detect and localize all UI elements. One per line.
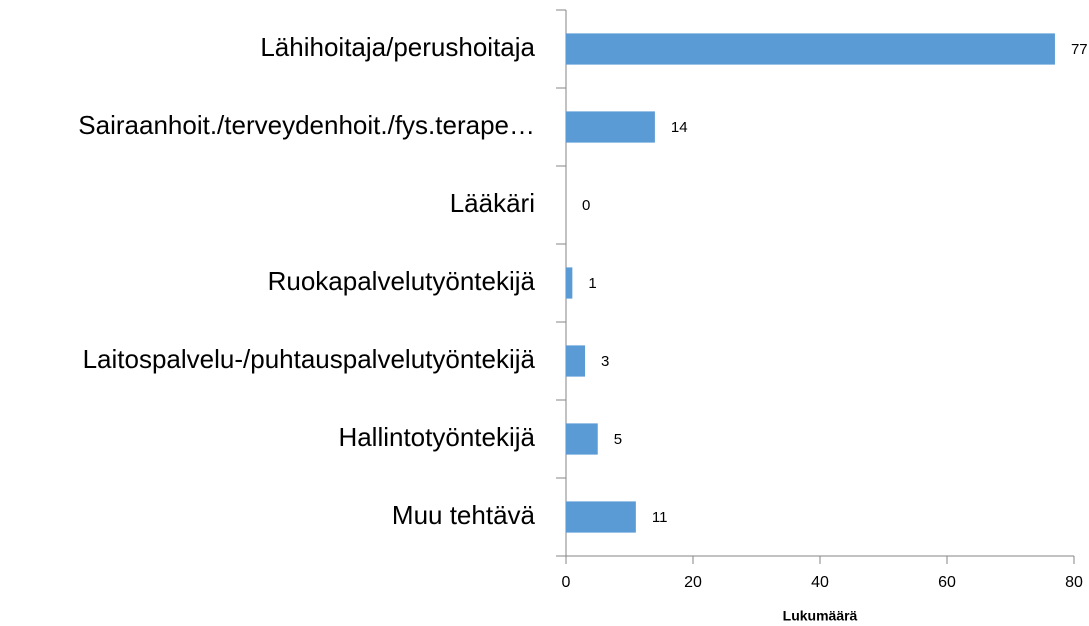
data-label: 11 [652,509,668,526]
bar [566,111,655,143]
y-tick-label: Laitospalvelu-/puhtauspalvelutyöntekijä [83,344,536,374]
y-tick-label: Lähihoitaja/perushoitaja [260,32,535,62]
data-label: 1 [588,275,596,292]
x-tick-label: 20 [684,574,702,591]
data-label: 5 [614,431,622,448]
bar [566,267,573,299]
x-tick-label: 40 [811,574,829,591]
data-label: 3 [601,353,609,370]
y-tick-label: Ruokapalvelutyöntekijä [268,266,536,296]
y-tick-label: Muu tehtävä [392,500,536,530]
y-tick-label: Hallintotyöntekijä [338,422,535,452]
bar [566,345,586,377]
y-tick-label: Lääkäri [450,188,535,218]
data-label: 14 [671,119,688,136]
bar [566,33,1055,65]
data-label: 0 [582,197,590,214]
x-tick-label: 60 [938,574,956,591]
data-label: 77 [1071,41,1088,58]
bar [566,423,598,455]
x-axis-title: Lukumäärä [783,608,858,624]
bar [566,501,636,533]
x-tick-label: 80 [1065,574,1083,591]
y-tick-label: Sairaanhoit./terveydenhoit./fys.terape… [78,110,535,140]
x-tick-label: 0 [562,574,571,591]
